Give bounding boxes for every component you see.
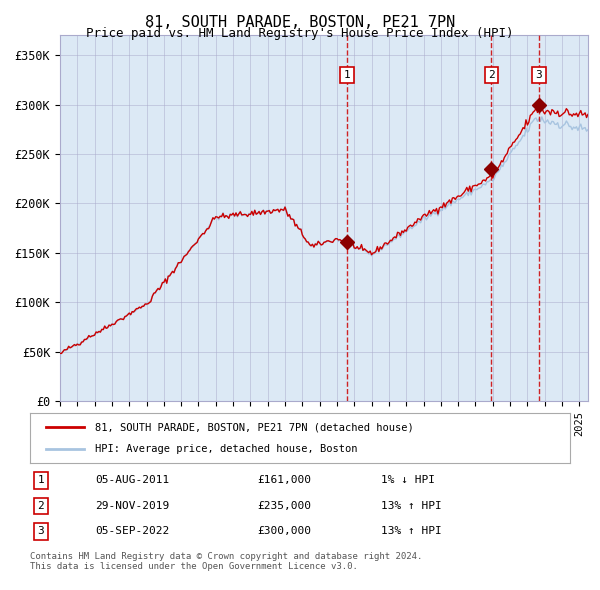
- Text: 3: 3: [536, 70, 542, 80]
- Text: 81, SOUTH PARADE, BOSTON, PE21 7PN: 81, SOUTH PARADE, BOSTON, PE21 7PN: [145, 15, 455, 30]
- Text: £161,000: £161,000: [257, 476, 311, 486]
- Text: 3: 3: [37, 526, 44, 536]
- Text: Price paid vs. HM Land Registry's House Price Index (HPI): Price paid vs. HM Land Registry's House …: [86, 27, 514, 40]
- Text: 81, SOUTH PARADE, BOSTON, PE21 7PN (detached house): 81, SOUTH PARADE, BOSTON, PE21 7PN (deta…: [95, 422, 413, 432]
- Text: 13% ↑ HPI: 13% ↑ HPI: [381, 526, 442, 536]
- Text: 13% ↑ HPI: 13% ↑ HPI: [381, 501, 442, 511]
- Text: 1: 1: [37, 476, 44, 486]
- Text: £300,000: £300,000: [257, 526, 311, 536]
- Text: 1: 1: [344, 70, 350, 80]
- Text: 1% ↓ HPI: 1% ↓ HPI: [381, 476, 435, 486]
- Text: Contains HM Land Registry data © Crown copyright and database right 2024.
This d: Contains HM Land Registry data © Crown c…: [30, 552, 422, 571]
- Text: 05-SEP-2022: 05-SEP-2022: [95, 526, 169, 536]
- Text: 2: 2: [37, 501, 44, 511]
- Text: HPI: Average price, detached house, Boston: HPI: Average price, detached house, Bost…: [95, 444, 358, 454]
- Text: 05-AUG-2011: 05-AUG-2011: [95, 476, 169, 486]
- Text: 2: 2: [488, 70, 495, 80]
- Text: 29-NOV-2019: 29-NOV-2019: [95, 501, 169, 511]
- Text: £235,000: £235,000: [257, 501, 311, 511]
